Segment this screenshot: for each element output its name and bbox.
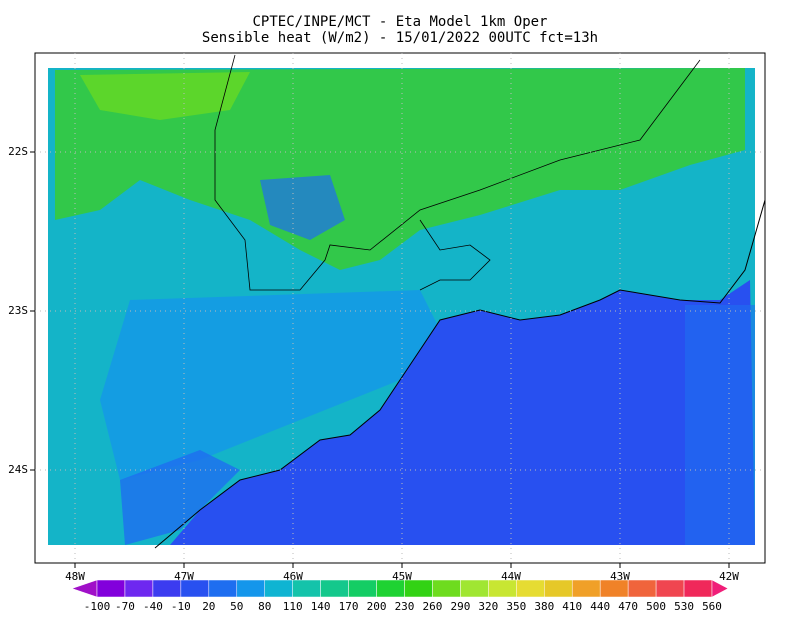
field-blue: [120, 450, 240, 545]
colorbar-label: -40: [143, 600, 163, 613]
colorbar-box: [152, 579, 182, 598]
colorbar-label: 50: [230, 600, 243, 613]
field-blue: [100, 290, 440, 480]
colorbar-label: 260: [423, 600, 443, 613]
colorbar-box: [96, 579, 126, 598]
colorbar-box: [376, 579, 405, 598]
title-line: Sensible heat (W/m2) - 15/01/2022 00UTC …: [202, 30, 598, 46]
lat-label: 22S: [8, 145, 28, 158]
colorbar-label: 230: [395, 600, 415, 613]
colorbar-label: -10: [171, 600, 191, 613]
lon-label: 42W: [719, 570, 739, 583]
colorbar-box: [124, 579, 154, 598]
lat-label: 23S: [8, 304, 28, 317]
colorbar-label: 470: [618, 600, 638, 613]
colorbar-box: [320, 579, 349, 598]
colorbar-arrow: [711, 579, 729, 598]
colorbar-box: [264, 579, 293, 598]
colorbar-label: 200: [367, 600, 387, 613]
colorbar-label: -70: [115, 600, 135, 613]
colorbar-label: 290: [450, 600, 470, 613]
state-border: [214, 54, 701, 291]
map-frame: [34, 52, 766, 564]
colorbar-box: [516, 579, 545, 598]
colorbar-label: 20: [202, 600, 215, 613]
field-green-light: [80, 72, 250, 120]
colorbar-label: 500: [646, 600, 666, 613]
colorbar-label: 410: [562, 600, 582, 613]
title-line: CPTEC/INPE/MCT - Eta Model 1km Oper: [252, 14, 547, 30]
ocean: [170, 280, 755, 545]
colorbar-label: 530: [674, 600, 694, 613]
field: [48, 54, 766, 549]
colorbar-box: [348, 579, 377, 598]
state-border: [419, 219, 491, 291]
colorbar-label: 440: [590, 600, 610, 613]
colorbar-label: 140: [311, 600, 331, 613]
field-green: [55, 68, 745, 270]
colorbar-box: [180, 579, 210, 598]
colorbar-label: 560: [702, 600, 722, 613]
colorbar-label: 80: [258, 600, 271, 613]
colorbar-label: 170: [339, 600, 359, 613]
lat-label: 24S: [8, 463, 28, 476]
colorbar-label: 350: [506, 600, 526, 613]
colorbar-box: [488, 579, 517, 598]
colorbar-box: [655, 579, 685, 598]
field-blue: [685, 305, 755, 545]
colorbar-box: [404, 579, 433, 598]
colorbar-box: [292, 579, 321, 598]
colorbar-box: [236, 579, 265, 598]
colorbar-box: [432, 579, 461, 598]
colorbar-box: [599, 579, 629, 598]
colorbar-box: [208, 579, 238, 598]
colorbar-label: 380: [534, 600, 554, 613]
colorbar-box: [683, 579, 713, 598]
colorbar-box: [544, 579, 573, 598]
colorbar-label: -100: [84, 600, 111, 613]
colorbar-box: [571, 579, 601, 598]
colorbar-label: 110: [283, 600, 303, 613]
colorbar-box: [627, 579, 657, 598]
colorbar-label: 320: [478, 600, 498, 613]
lon-label: 48W: [65, 570, 85, 583]
field-blue: [260, 175, 345, 240]
colorbar-box: [460, 579, 489, 598]
